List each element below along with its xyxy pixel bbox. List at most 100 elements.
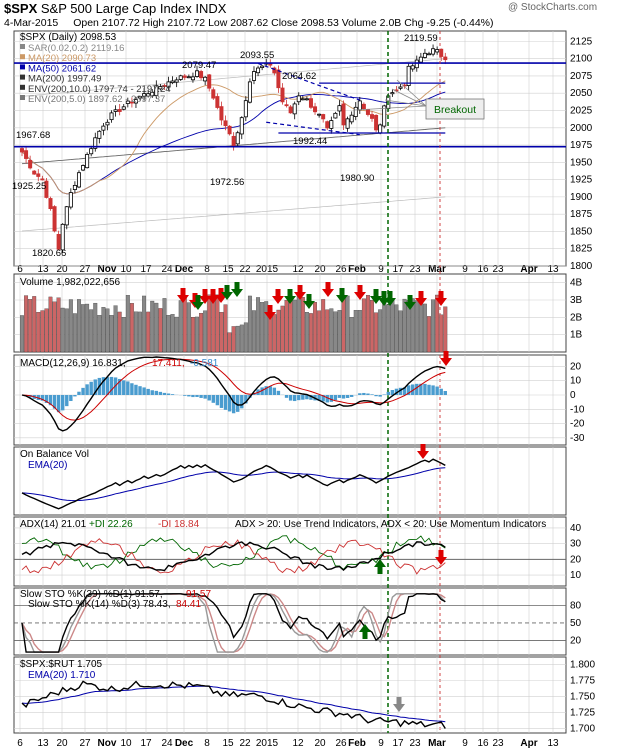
- volume-signal-arrow-shaft: [180, 288, 186, 295]
- watermark: @ StockCharts.com: [508, 2, 598, 13]
- volume-bar: [386, 304, 391, 353]
- volume-signal-arrow-shaft: [325, 282, 331, 289]
- macd-histogram-bar: [394, 388, 399, 395]
- x-tick-label-top: 20: [56, 264, 68, 275]
- macd-histogram-bar: [431, 385, 435, 395]
- y-tick-label: 10: [570, 376, 582, 387]
- macd-histogram-bar: [211, 395, 215, 403]
- volume-bar: [239, 324, 244, 353]
- obv-arrow: [417, 451, 429, 459]
- y-tick-label: 80: [570, 600, 582, 611]
- volume-bar: [313, 301, 317, 353]
- volume-bar: [382, 301, 387, 353]
- breakout-callout-label: Breakout: [434, 104, 476, 116]
- macd-histogram-bar: [150, 390, 154, 395]
- x-tick-label-bottom: 13: [37, 738, 49, 749]
- y-tick-label: 1.775: [570, 676, 595, 687]
- macd-histogram-bar: [69, 395, 73, 402]
- x-tick-label-bottom: 23: [409, 738, 421, 749]
- panel-frame-5: [13, 587, 567, 656]
- volume-bar: [20, 315, 24, 353]
- volume-signal-arrow: [435, 298, 447, 306]
- candle-body: [435, 49, 440, 53]
- candle-body: [36, 173, 41, 177]
- volume-signal-arrow-shaft: [267, 305, 273, 312]
- macd-histogram-bar: [138, 386, 142, 395]
- macd-histogram-bar: [77, 391, 81, 395]
- volume-bar: [410, 298, 415, 353]
- volume-signal-arrow: [303, 301, 315, 309]
- macd-legend: MACD(12,26,9) 16.831,: [20, 358, 126, 369]
- x-tick-label-top: 2015: [256, 264, 279, 275]
- x-tick-label-top: 17: [392, 264, 404, 275]
- candle-body: [52, 206, 57, 232]
- volume-signal-arrow-shaft: [192, 293, 198, 300]
- candle-body: [382, 105, 387, 127]
- x-tick-label-top: 23: [492, 264, 504, 275]
- y-tick-label: -30: [570, 433, 585, 444]
- volume-signal-arrow: [354, 292, 366, 300]
- candle-body: [333, 112, 338, 119]
- macd-histogram-bar: [109, 376, 114, 395]
- candle-body: [231, 135, 236, 148]
- ratio-ema-legend: EMA(20) 1.710: [28, 670, 96, 681]
- obv-ema-line: [21, 467, 446, 502]
- volume-bar: [109, 315, 114, 353]
- macd-histogram-bar: [341, 395, 346, 399]
- volume-bar: [105, 308, 110, 353]
- volume-bar: [243, 322, 248, 353]
- x-tick-label-bottom: 20: [314, 738, 326, 749]
- candle-body: [162, 85, 167, 87]
- y-tick-label: 0: [570, 390, 576, 401]
- volume-bar: [101, 307, 106, 353]
- volume-bar: [422, 303, 427, 353]
- macd-histogram-bar: [264, 386, 268, 395]
- x-tick-label-top: 10: [120, 264, 132, 275]
- candle-body: [300, 98, 305, 101]
- price-annotation: 1980.90: [340, 173, 374, 184]
- candle-body: [121, 106, 126, 110]
- candle-body: [317, 113, 322, 116]
- volume-signal-arrow-shaft: [418, 291, 424, 298]
- exchange: INDX: [195, 1, 227, 16]
- candle-body: [292, 103, 297, 115]
- macd-histogram-bar: [309, 395, 313, 400]
- volume-bar: [435, 294, 440, 353]
- volume-bar: [40, 310, 45, 353]
- macd-histogram-bar: [158, 391, 163, 395]
- candle-body: [72, 185, 77, 190]
- volume-signal-arrow-shaft: [373, 289, 379, 296]
- candle-body: [280, 87, 285, 103]
- volume-bar: [402, 298, 407, 353]
- volume-bar: [199, 313, 204, 353]
- macd-histogram-bar: [370, 394, 374, 395]
- volume-bar: [280, 305, 285, 353]
- y-tick-label: 1950: [570, 157, 593, 168]
- volume-signal-arrow-shaft: [210, 289, 216, 296]
- volume-bar: [231, 326, 236, 353]
- sto14-legend: Slow STO %K(14) %D(3) 78.43,: [28, 599, 171, 610]
- candle-body: [365, 109, 370, 115]
- legend-swatch: [20, 74, 25, 80]
- volume-bar: [333, 311, 338, 353]
- volume-bar: [276, 309, 281, 353]
- macd-histogram-bar: [240, 395, 244, 409]
- candle-body: [410, 65, 415, 70]
- candle-body: [186, 76, 191, 79]
- candle-body: [370, 114, 375, 119]
- candle-body: [357, 100, 362, 111]
- macd-histogram-bar: [236, 395, 240, 412]
- volume-bar: [268, 316, 273, 353]
- volume-bar: [427, 316, 431, 353]
- legend-swatch: [20, 64, 25, 70]
- macd-histogram-bar: [419, 383, 423, 395]
- envelope-lower-line: [21, 196, 446, 232]
- y-tick-label: 1825: [570, 244, 593, 255]
- volume-bar: [121, 317, 126, 353]
- ratio-gray-arrow: [393, 704, 405, 712]
- x-tick-label-bottom: 13: [547, 738, 559, 749]
- y-tick-label: 1850: [570, 226, 593, 237]
- candle-body: [304, 98, 309, 101]
- volume-signal-arrow: [415, 298, 427, 306]
- volume-signal-arrow-shaft: [387, 291, 393, 298]
